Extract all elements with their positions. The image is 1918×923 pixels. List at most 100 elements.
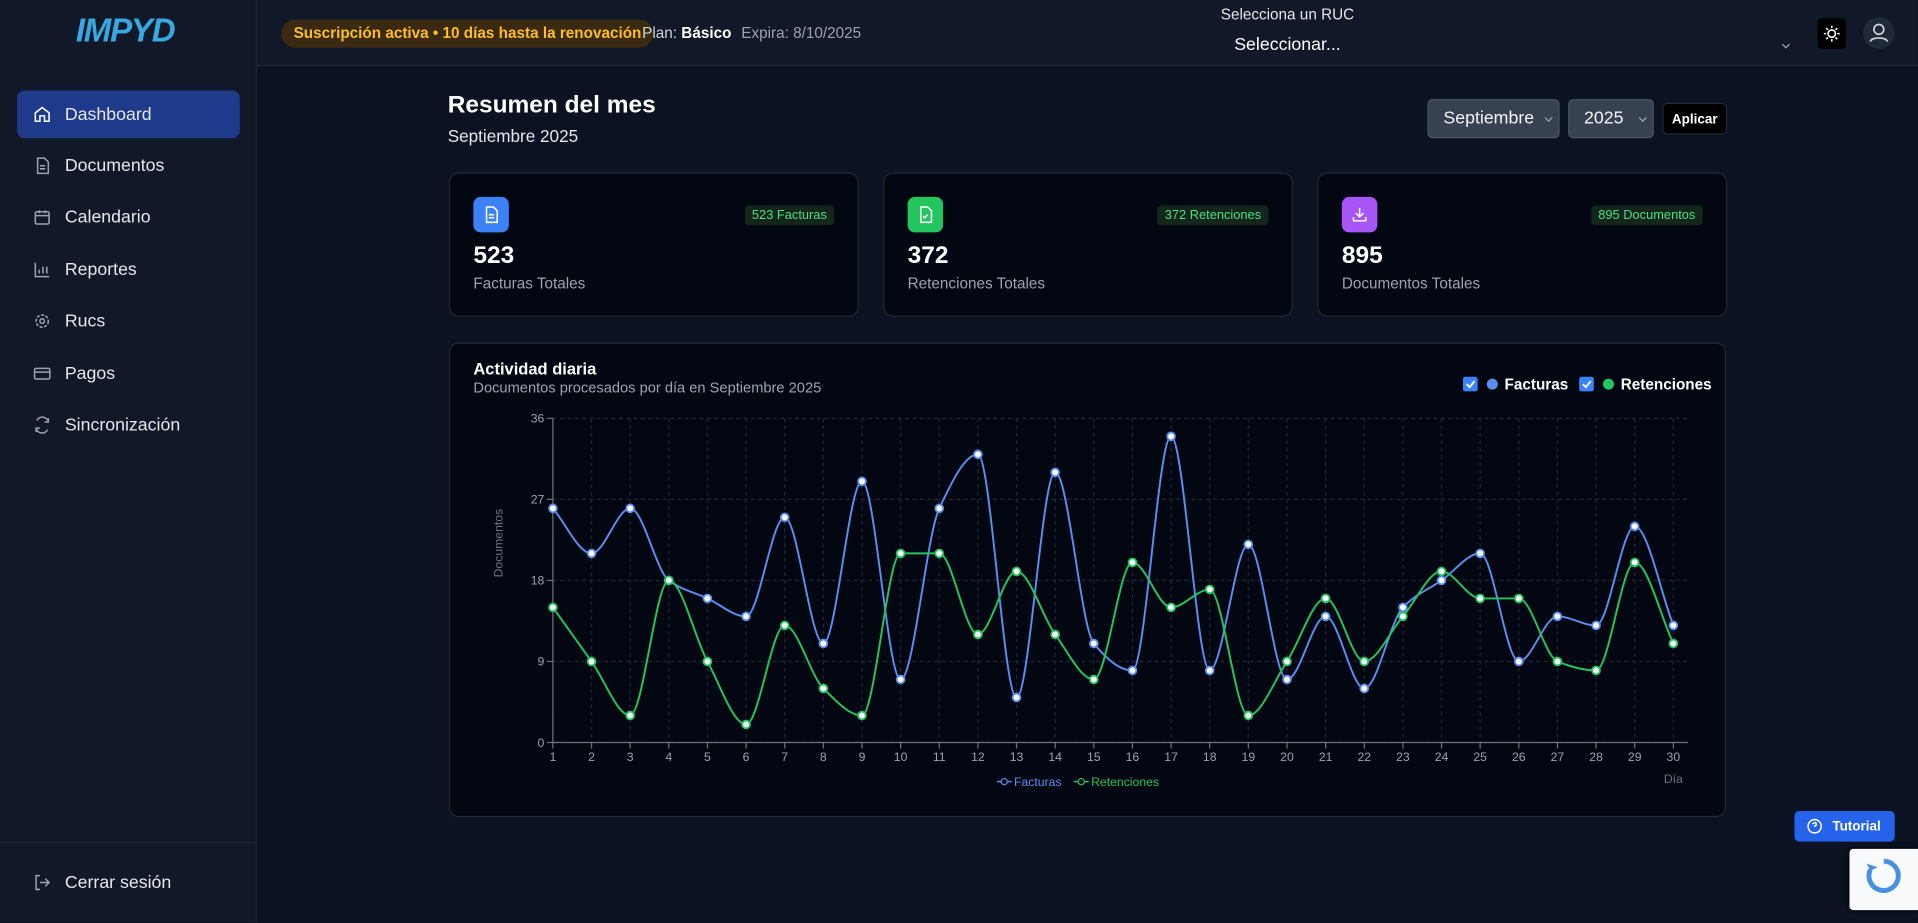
subscription-badge: Suscripción activa • 10 días hasta la re… (281, 19, 654, 48)
legend-label: Retenciones (1091, 775, 1159, 789)
x-tick-label: 23 (1396, 750, 1410, 764)
nav-item[interactable]: Dashboard (17, 90, 240, 139)
data-point (857, 476, 867, 487)
user-menu[interactable] (1862, 17, 1895, 49)
ruc-label: Selecciona un RUC (1220, 6, 1355, 24)
data-point (1475, 548, 1486, 559)
x-tick-label: 8 (820, 750, 827, 764)
x-tick-label: 30 (1667, 750, 1681, 764)
data-point (1591, 620, 1601, 631)
logo[interactable]: IMPYD (75, 12, 176, 49)
card-label: Facturas Totales (473, 275, 586, 293)
series-line (552, 552, 1675, 726)
data-point (702, 593, 713, 604)
expiry: Expira: 8/10/2025 (741, 24, 862, 42)
nav-item[interactable]: Documentos (17, 142, 240, 190)
x-tick-label: 14 (1048, 750, 1062, 764)
data-point (1088, 638, 1099, 649)
series-line (552, 435, 1675, 699)
data-point (1320, 593, 1331, 604)
y-tick-label: 9 (538, 655, 545, 669)
x-tick-label: 12 (971, 750, 985, 764)
card-badge: 523 Facturas (744, 205, 835, 226)
topbar: Suscripción activa • 10 días hasta la re… (256, 0, 1918, 67)
legend-checkbox[interactable] (1579, 376, 1594, 392)
data-point (663, 575, 674, 586)
data-point (934, 548, 945, 559)
data-point (1011, 692, 1022, 703)
plan: Plan: Básico (642, 24, 731, 41)
data-point (625, 710, 635, 721)
ruc-select[interactable]: Seleccionar... (1234, 35, 1797, 55)
data-point (1243, 539, 1254, 550)
nav-item[interactable]: Pagos (17, 350, 240, 398)
stat-card: 523 Facturas 523 Facturas Totales (448, 172, 859, 317)
data-point (1320, 611, 1331, 622)
data-point (1436, 566, 1447, 577)
data-point (1011, 566, 1022, 577)
nav-item[interactable]: Rucs (17, 297, 240, 345)
plan-label: Plan: (642, 24, 678, 42)
data-point (586, 548, 597, 559)
legend-label: Facturas (1505, 377, 1569, 394)
data-point (973, 629, 983, 640)
legend-check (1465, 380, 1476, 389)
stat-card: 372 Retenciones 372 Retenciones Totales (883, 172, 1293, 317)
card-label: Documentos Totales (1341, 275, 1481, 293)
theme-toggle[interactable] (1817, 18, 1846, 49)
legend-marker (1000, 777, 1008, 786)
data-point (1552, 611, 1563, 622)
year-select[interactable]: 2025 (1568, 99, 1654, 139)
data-point (1166, 602, 1176, 613)
x-tick-label: 5 (704, 750, 711, 764)
apply-button[interactable]: Aplicar (1662, 102, 1728, 135)
tutorial-button[interactable]: Tutorial (1794, 810, 1895, 842)
y-tick-label: 18 (531, 574, 545, 588)
x-tick-label: 21 (1319, 750, 1333, 764)
data-point (1243, 710, 1254, 721)
data-point (1436, 575, 1447, 586)
nav-item[interactable]: Calendario (17, 193, 240, 241)
card-badge: 372 Retenciones (1157, 205, 1269, 226)
data-point (1513, 593, 1524, 604)
recaptcha-badge (1849, 848, 1918, 911)
data-point (1166, 431, 1176, 442)
y-tick-label: 27 (531, 493, 545, 507)
x-tick-label: 19 (1242, 750, 1256, 764)
data-point (1359, 683, 1370, 694)
data-point (625, 503, 635, 514)
x-tick-label: 22 (1357, 750, 1371, 764)
month-select[interactable]: Septiembre (1427, 99, 1560, 139)
data-point (586, 656, 597, 667)
data-point (1127, 665, 1138, 676)
data-point (1668, 620, 1679, 631)
x-tick-label: 10 (894, 750, 908, 764)
y-tick-label: 0 (538, 736, 545, 750)
x-tick-label: 11 (933, 750, 946, 764)
data-point (1127, 557, 1138, 568)
x-tick-label: 2 (588, 750, 595, 764)
card-value: 372 (907, 242, 949, 270)
legend-checkbox[interactable] (1462, 376, 1478, 392)
legend-dot (1486, 378, 1498, 390)
chart-subtitle: Documentos procesados por día en Septiem… (473, 381, 821, 397)
data-point (1629, 521, 1640, 532)
data-point (1204, 584, 1215, 595)
x-tick-label: 18 (1203, 750, 1217, 764)
page-subtitle: Septiembre 2025 (447, 125, 579, 146)
tutorial-label: Tutorial (1832, 818, 1881, 834)
data-point (895, 674, 906, 685)
nav-item[interactable]: Sincronización (17, 401, 240, 449)
data-point (548, 503, 558, 514)
y-tick-label: 36 (531, 412, 545, 426)
x-tick-label: 1 (549, 750, 556, 764)
data-point (818, 638, 829, 649)
legend-label: Facturas (1014, 775, 1062, 789)
logout[interactable]: Cerrar sesión (17, 859, 240, 907)
nav-item[interactable]: Reportes (17, 246, 240, 294)
legend-check (1582, 380, 1592, 389)
nav-label: Dashboard (64, 104, 152, 125)
x-tick-label: 7 (781, 750, 788, 764)
legend-dot (1603, 378, 1615, 390)
